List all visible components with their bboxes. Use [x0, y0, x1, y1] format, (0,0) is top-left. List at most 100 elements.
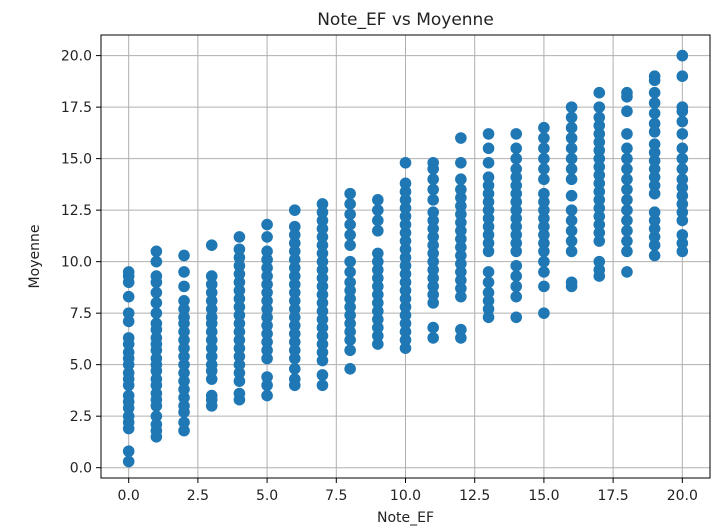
data-point [122, 389, 135, 402]
data-point [455, 173, 467, 186]
data-point [538, 212, 550, 225]
data-point [233, 375, 246, 387]
data-point [288, 278, 301, 291]
data-point [178, 325, 190, 338]
data-point [150, 317, 163, 330]
data-point [372, 214, 384, 227]
data-point [510, 220, 523, 233]
data-point [399, 210, 412, 223]
data-point [455, 132, 467, 144]
data-point [648, 126, 661, 138]
data-point [482, 220, 495, 233]
data-point [676, 163, 689, 175]
data-point [538, 307, 550, 319]
data-point [316, 222, 329, 235]
data-point [427, 156, 439, 169]
data-point [372, 288, 384, 301]
data-point [261, 295, 273, 307]
data-point [565, 245, 578, 258]
data-point [288, 237, 301, 249]
data-point [150, 297, 163, 309]
data-point [288, 286, 301, 299]
data-point [621, 86, 633, 99]
data-point [316, 239, 329, 251]
data-point [122, 290, 135, 303]
data-point [621, 183, 633, 196]
data-point [316, 313, 329, 326]
x-tick-label: 15.0 [528, 488, 559, 504]
data-point [565, 111, 578, 124]
data-point [399, 194, 412, 206]
data-point [344, 301, 356, 313]
data-point [565, 204, 578, 216]
data-point [316, 338, 329, 350]
data-point [261, 336, 273, 348]
data-point [122, 266, 135, 278]
data-point [676, 214, 689, 227]
data-point [510, 212, 523, 225]
data-point [399, 235, 412, 247]
data-point [455, 266, 467, 278]
data-point [233, 276, 246, 289]
data-point [261, 379, 273, 392]
data-point [205, 303, 218, 315]
data-point [178, 295, 190, 307]
data-point [621, 128, 633, 140]
data-point [372, 330, 384, 342]
data-point [621, 105, 633, 118]
data-point [399, 342, 412, 354]
data-point [593, 264, 606, 276]
data-point [510, 163, 523, 175]
data-point [427, 332, 439, 344]
data-point [288, 262, 301, 274]
data-point [344, 325, 356, 338]
data-point [372, 264, 384, 276]
data-point [510, 311, 523, 324]
data-point [538, 132, 550, 144]
data-point [261, 262, 273, 274]
data-point [676, 237, 689, 249]
data-point [344, 317, 356, 330]
data-point [482, 245, 495, 258]
data-point [372, 305, 384, 317]
data-point [482, 179, 495, 192]
data-point [648, 163, 661, 175]
y-tick-label: 17.5 [61, 100, 92, 116]
data-point [538, 220, 550, 233]
data-point [427, 247, 439, 260]
y-tick-label: 12.5 [61, 203, 92, 219]
data-point [482, 286, 495, 299]
data-point [233, 325, 246, 338]
data-point [178, 383, 190, 396]
data-point [538, 237, 550, 249]
data-point [122, 367, 135, 379]
data-point [593, 152, 606, 165]
data-point [316, 214, 329, 227]
data-point [288, 319, 301, 332]
data-point [205, 389, 218, 402]
data-point [482, 266, 495, 278]
data-point [344, 284, 356, 297]
data-point [593, 255, 606, 268]
data-point [648, 222, 661, 235]
data-point [593, 177, 606, 190]
data-point [676, 49, 689, 62]
data-point [233, 268, 246, 280]
data-point [482, 295, 495, 307]
data-point [593, 119, 606, 132]
data-point [593, 101, 606, 113]
data-point [510, 280, 523, 293]
data-point [261, 278, 273, 291]
data-point [399, 251, 412, 264]
data-point [565, 163, 578, 175]
data-point [482, 303, 495, 315]
x-tick-label: 10.0 [390, 488, 421, 504]
data-point [372, 297, 384, 309]
data-point [455, 216, 467, 229]
data-point [482, 204, 495, 216]
data-point [538, 245, 550, 258]
y-tick-label: 5.0 [70, 358, 92, 374]
data-point [399, 284, 412, 297]
data-point [150, 410, 163, 422]
